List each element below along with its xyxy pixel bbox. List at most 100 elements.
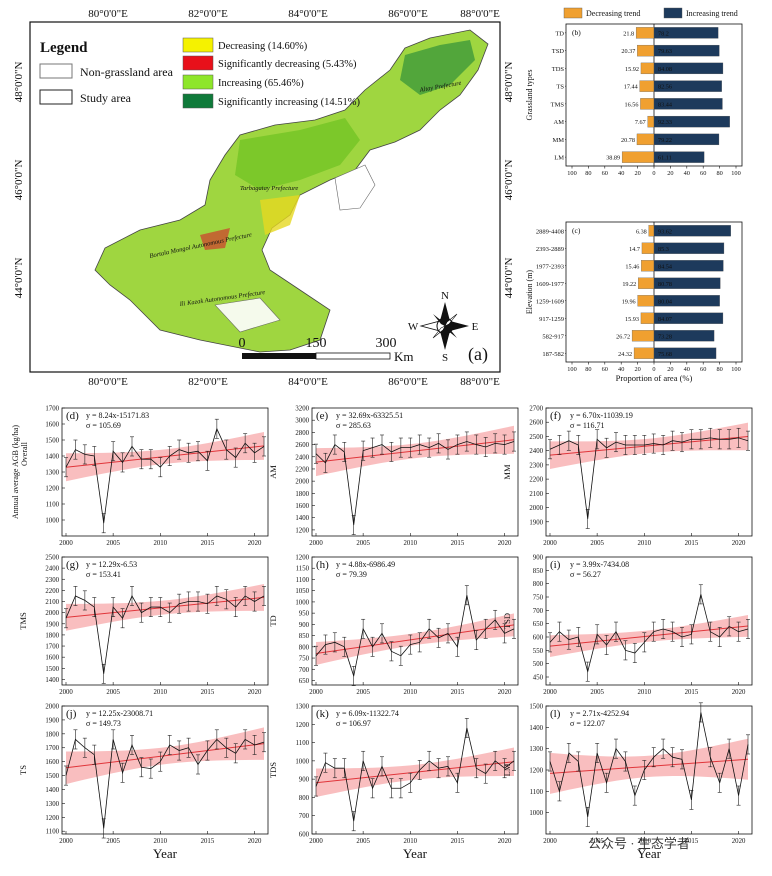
data-label: 6.38 [636,228,647,235]
x-tick-label: 100 [567,366,576,373]
y-axis-label: MM [502,464,512,480]
series-line [315,595,515,678]
x-tick-label: 40 [684,170,690,177]
trend-line [65,445,265,468]
y-tick-label: 1600 [45,422,59,429]
bar-decreasing [647,115,655,128]
y-tick-label: 1150 [296,566,310,573]
x-tick-label: 2015 [451,689,465,696]
data-label: 79.63 [658,48,672,55]
y-tick-label: 600 [533,635,544,642]
x-tick-label: 2015 [451,540,465,547]
y-tick-label: 1900 [45,717,59,724]
sigma-label: σ = 116.71 [570,421,605,430]
series-line [65,595,265,674]
lon-ticks-bottom: 80°0'0"E 82°0'0"E 84°0'0"E 86°0'0"E 88°0… [88,376,500,388]
bar-increasing [653,115,730,128]
x-tick-label: 40 [618,366,624,373]
category-label: 2393-2889 [536,246,564,253]
y-axis-label: TDS [268,762,278,778]
bar-chart-b: (b) 21.8 78.2 TD 20.37 79.63 TSD 15.92 84.08 TDS 1… [525,7,743,177]
increasing-zone [235,118,360,190]
x-tick-label: 40 [684,366,690,373]
sigma-label: σ = 122.07 [570,719,605,728]
y-axis-label: Annual average AGB (kg/ha) [11,425,20,519]
data-label: 84.54 [658,263,672,270]
y-tick-label: 2600 [529,420,543,427]
data-label: 20.78 [621,137,635,144]
x-tick-label: 0 [652,170,655,177]
x-tick-label: 2000 [59,689,73,696]
legend-label: Study area [80,91,132,105]
y-tick-label: 750 [299,656,310,663]
y-tick-label: 2400 [529,448,543,455]
lon-tick: 86°0'0"E [388,8,428,20]
data-label: 17.44 [624,84,638,91]
x-tick-label: 100 [731,366,740,373]
trend-line [549,435,749,456]
y-tick-label: 900 [533,555,544,562]
lon-tick: 80°0'0"E [88,8,128,20]
panel-label: (k) [316,708,329,720]
x-tick-label: 20 [667,170,673,177]
legend-label: Decreasing trend [586,9,640,18]
decreasing-zone [260,195,300,235]
data-label: 82.56 [658,84,672,91]
trend-line [315,624,515,655]
series-line [549,712,749,818]
category-label: LM [554,155,564,162]
data-label: 93.62 [658,228,672,235]
y-tick-label: 2200 [295,466,309,473]
legend-title: Legend [40,40,88,56]
bar-decreasing [637,44,655,57]
bar-increasing [653,151,705,163]
bar-decreasing [641,242,655,254]
trend-label: Increasing (65.46%) [218,78,304,89]
y-tick-label: 2300 [45,577,59,584]
y-axis-label: TD [268,615,278,626]
data-label: 24.32 [618,351,632,358]
y-tick-label: 1100 [46,829,60,836]
y-tick-label: 1200 [45,486,59,493]
x-axis-label: Year [403,846,428,861]
y-tick-label: 1600 [45,655,59,662]
y-tick-label: 2000 [529,505,543,512]
y-tick-label: 800 [299,644,310,651]
x-tick-label: 2015 [685,540,699,547]
x-tick-label: 60 [700,170,706,177]
data-label: 14.7 [629,246,640,253]
y-tick-label: 2000 [45,704,59,711]
x-tick-label: 2000 [59,540,73,547]
x-tick-label: 2010 [153,540,167,547]
x-tick-label: 60 [602,170,608,177]
x-tick-label: 2010 [153,838,167,845]
x-tick-label: 2010 [637,838,651,845]
data-label: 21.8 [623,30,634,37]
y-axis-label: TS [18,765,28,775]
x-tick-label: 2005 [356,838,370,845]
y-tick-label: 550 [533,648,544,655]
x-tick-label: 2020 [248,689,262,696]
sig-decreasing-zone [200,228,230,250]
lon-tick: 84°0'0"E [288,376,328,388]
place-label: Tarbagatay Prefecture [240,185,298,192]
trend-line [315,761,515,784]
equation-label: y = 4.88x-6986.49 [336,560,395,569]
series-line [549,437,749,519]
y-tick-label: 850 [533,568,544,575]
panel-label: (i) [550,559,561,571]
bar-chart-c: (c) 6.38 93.62 2889-4408 14.7 85.3 2393-2889 15… [525,221,743,383]
panel-label: (h) [316,559,329,571]
y-tick-label: 1900 [529,519,543,526]
equation-label: y = 12.25x-23008.71 [86,709,153,718]
x-tick-label: 2005 [590,540,604,547]
x-tick-label: 2005 [590,838,604,845]
y-tick-label: 1300 [45,470,59,477]
bar-decreasing [638,277,655,289]
y-tick-label: 1000 [45,518,59,525]
trend-line [549,625,749,647]
y-axis-label: Elevation (m) [525,270,534,315]
scale-label: 0 [239,336,246,351]
x-tick-label: 2020 [248,540,262,547]
x-tick-label: 2000 [543,540,557,547]
